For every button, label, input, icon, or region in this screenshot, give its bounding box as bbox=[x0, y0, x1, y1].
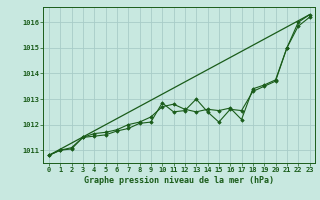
X-axis label: Graphe pression niveau de la mer (hPa): Graphe pression niveau de la mer (hPa) bbox=[84, 176, 274, 185]
